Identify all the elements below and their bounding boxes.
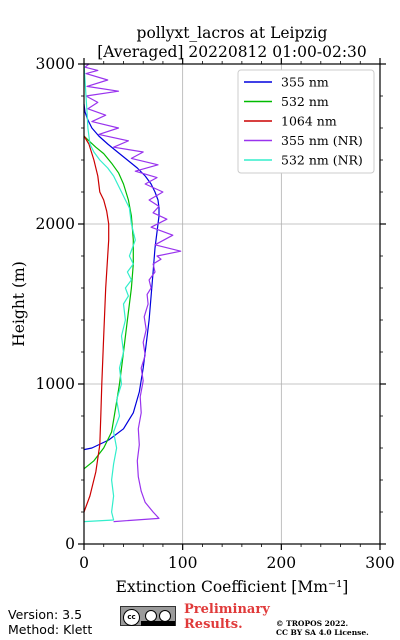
legend-label-3: 355 nm (NR) xyxy=(281,133,363,148)
legend-label-4: 532 nm (NR) xyxy=(281,153,363,168)
preliminary-note: Preliminary Results. xyxy=(184,602,270,632)
chart-subtitle: [Averaged] 20220812 01:00-02:30 xyxy=(97,43,367,61)
series-line-1064-nm xyxy=(83,135,110,513)
x-tick-label-0: 0 xyxy=(79,554,89,572)
cc-license-icon: cc xyxy=(120,606,176,626)
x-tick-label-2: 200 xyxy=(267,554,297,572)
x-axis-label: Extinction Coefficient [Mm⁻¹] xyxy=(116,578,349,596)
version-text: Version: 3.5 xyxy=(8,607,83,622)
y-axis-label: Height (m) xyxy=(10,261,28,347)
series-line-532-nm-nr- xyxy=(83,63,136,523)
plot-frame xyxy=(83,63,381,545)
axis-ticks xyxy=(78,58,386,550)
x-tick-label-1: 100 xyxy=(168,554,198,572)
legend-box xyxy=(237,69,375,174)
chart-title: pollyxt_lacros at Leipzig xyxy=(137,24,328,42)
series-layer xyxy=(83,63,182,523)
y-tick-label-1: 1000 xyxy=(36,375,75,393)
copyright-line2: CC BY SA 4.0 License. xyxy=(276,628,369,637)
method-text: Method: Klett xyxy=(8,622,93,637)
y-tick-label-2: 2000 xyxy=(36,215,75,233)
y-tick-label-3: 3000 xyxy=(36,55,75,73)
legend-label-2: 1064 nm xyxy=(281,114,337,129)
series-line-532-nm xyxy=(83,135,134,470)
legend-label-1: 532 nm xyxy=(281,94,329,109)
series-line-355-nm xyxy=(83,103,160,451)
x-tick-label-3: 300 xyxy=(365,554,395,572)
series-line-355-nm-nr- xyxy=(84,63,182,523)
copyright-line1: © TROPOS 2022. xyxy=(276,619,349,628)
preliminary-line2: Results. xyxy=(184,617,243,632)
cc-circle-icon: cc xyxy=(123,609,140,626)
copyright-note: © TROPOS 2022. CC BY SA 4.0 License. xyxy=(276,619,369,637)
preliminary-line1: Preliminary xyxy=(184,602,270,617)
legend-label-0: 355 nm xyxy=(281,75,329,90)
cc-strip xyxy=(141,621,175,626)
legend: 355 nm 532 nm 1064 nm 355 nm (NR) 532 nm (NR… xyxy=(237,69,375,174)
y-tick-label-0: 0 xyxy=(65,535,75,553)
